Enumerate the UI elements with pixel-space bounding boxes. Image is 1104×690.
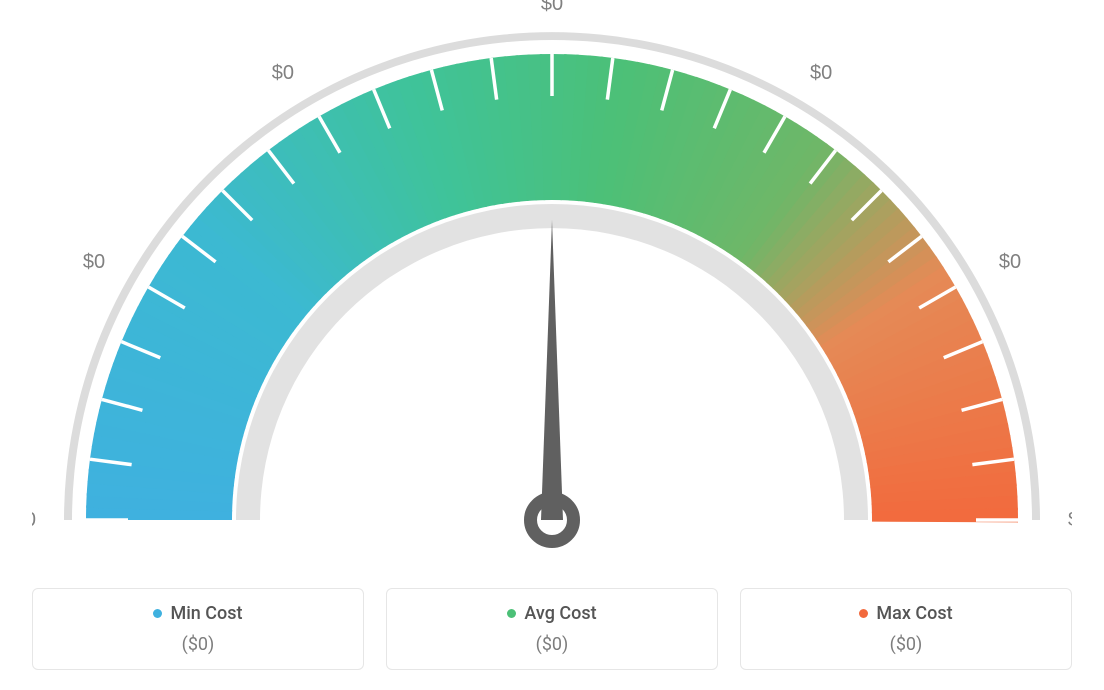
gauge-chart: $0 $0 $0 $0 $0 $0 $0 <box>32 0 1072 560</box>
dot-icon <box>859 609 868 618</box>
dot-icon <box>507 609 516 618</box>
legend-row: Min Cost ($0) Avg Cost ($0) Max Cost ($0… <box>32 588 1072 670</box>
legend-value-avg: ($0) <box>397 634 707 655</box>
legend-box-avg: Avg Cost ($0) <box>386 588 718 670</box>
legend-label: Min Cost <box>170 603 242 624</box>
legend-title-max: Max Cost <box>859 603 952 624</box>
legend-box-min: Min Cost ($0) <box>32 588 364 670</box>
cost-gauge-card: $0 $0 $0 $0 $0 $0 $0 Min Cost ($0) Avg Cost ($… <box>0 0 1104 690</box>
legend-value-min: ($0) <box>43 634 353 655</box>
legend-label: Max Cost <box>876 603 952 624</box>
gauge-svg: $0 $0 $0 $0 $0 $0 $0 <box>32 0 1072 560</box>
legend-title-min: Min Cost <box>153 603 242 624</box>
svg-text:$0: $0 <box>1068 509 1072 531</box>
legend-value-max: ($0) <box>751 634 1061 655</box>
svg-text:$0: $0 <box>32 509 36 531</box>
legend-title-avg: Avg Cost <box>507 603 596 624</box>
dot-icon <box>153 609 162 618</box>
svg-text:$0: $0 <box>999 251 1021 273</box>
legend-box-max: Max Cost ($0) <box>740 588 1072 670</box>
svg-text:$0: $0 <box>810 62 832 84</box>
legend-label: Avg Cost <box>524 603 596 624</box>
svg-text:$0: $0 <box>83 251 105 273</box>
svg-text:$0: $0 <box>272 62 294 84</box>
svg-text:$0: $0 <box>541 0 563 15</box>
